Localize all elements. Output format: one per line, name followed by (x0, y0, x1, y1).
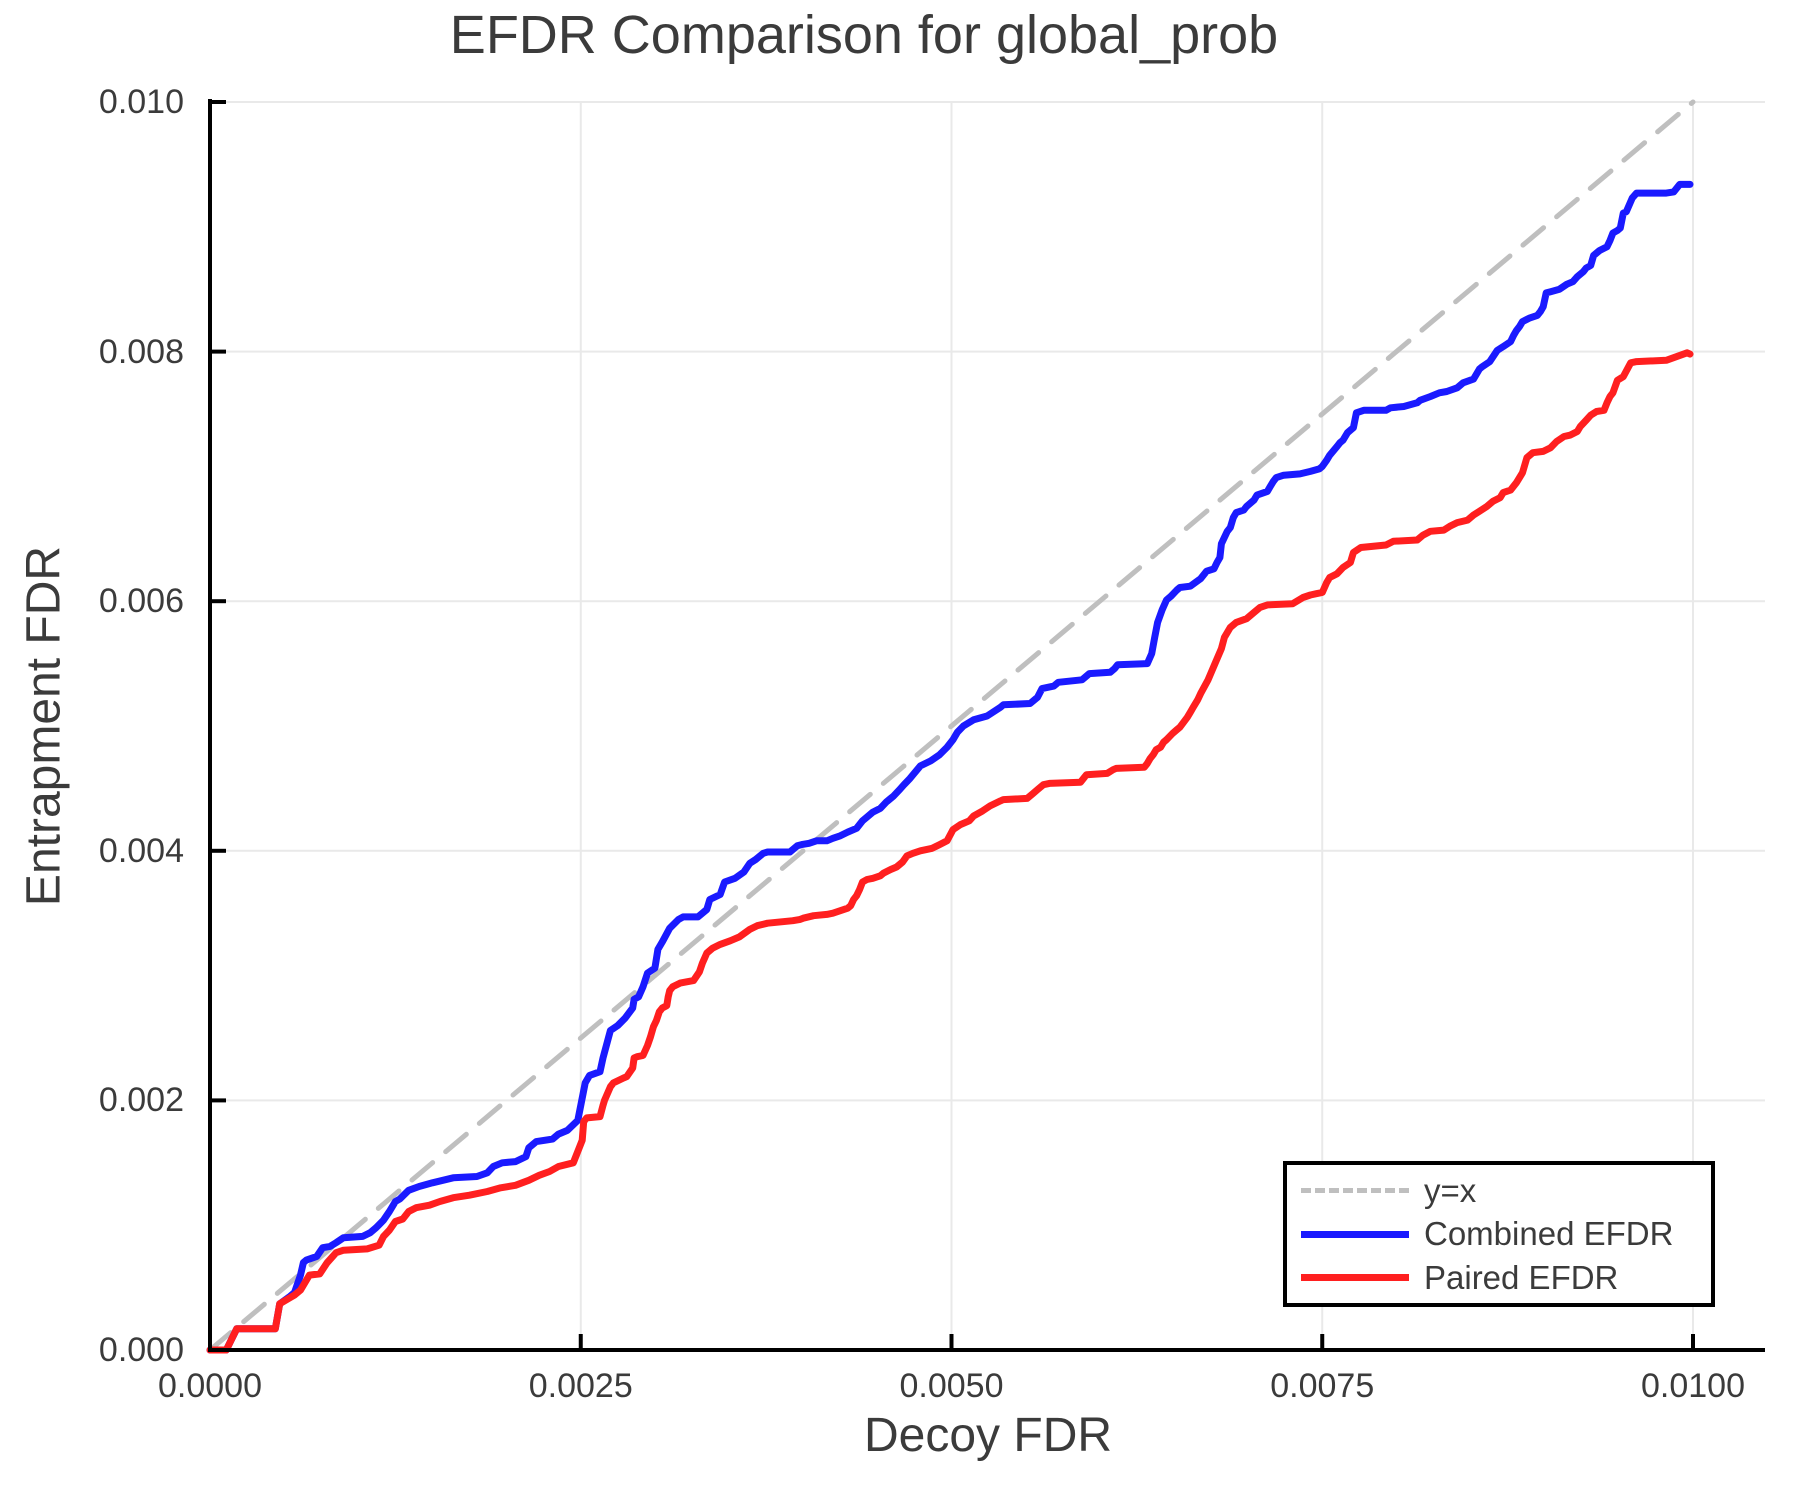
legend-label-identity: y=x (1424, 1171, 1477, 1209)
y-tick-label-0.004: 0.004 (98, 831, 184, 870)
x-tick-label-0.0075: 0.0075 (1270, 1367, 1375, 1405)
legend-item-combined-efdr: Combined EFDR (1301, 1216, 1711, 1252)
y-tick-label-0.010: 0.010 (98, 83, 184, 121)
paired-efdr-line-sample-icon (1301, 1274, 1409, 1281)
legend: y=x Combined EFDR Paired EFDR (1283, 1161, 1715, 1307)
x-axis-title: Decoy FDR (863, 1409, 1113, 1462)
combined-efdr-line-sample-icon (1301, 1230, 1409, 1238)
y-tick-label-0.002: 0.002 (98, 1081, 184, 1120)
y-tick-label-0.006: 0.006 (98, 582, 184, 621)
legend-label-combined-efdr: Combined EFDR (1424, 1215, 1674, 1252)
y-tick-label-0.008: 0.008 (98, 332, 184, 371)
x-tick-label-0.0000: 0.0000 (158, 1367, 262, 1405)
chart-title: EFDR Comparison for global_prob (449, 5, 1279, 65)
x-tick-label-0.0100: 0.0100 (1641, 1367, 1745, 1405)
y-tick-label-0.000: 0.000 (98, 1331, 184, 1369)
identity-line-sample-icon (1301, 1188, 1409, 1193)
x-tick-label-0.0050: 0.0050 (899, 1367, 1004, 1405)
x-tick-label-0.0025: 0.0025 (528, 1367, 633, 1405)
legend-item-identity: y=x (1301, 1171, 1711, 1209)
legend-item-paired-efdr: Paired EFDR (1301, 1258, 1711, 1296)
legend-label-paired-efdr: Paired EFDR (1424, 1258, 1619, 1296)
